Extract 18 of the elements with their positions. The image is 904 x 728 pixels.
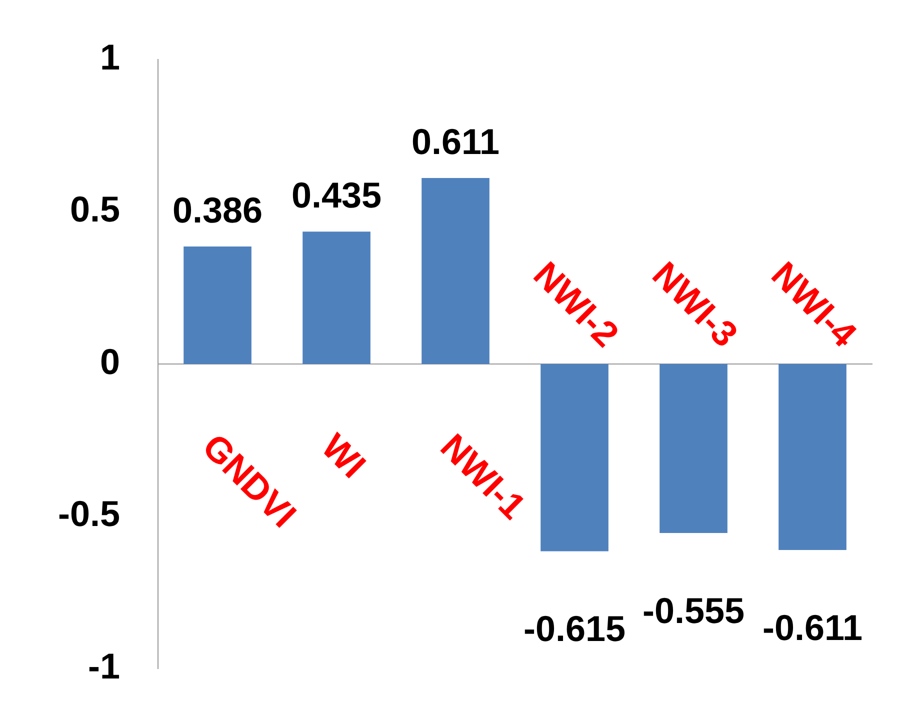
y-tick-label: 1 [100, 36, 120, 78]
bar [778, 364, 846, 550]
bar [660, 364, 728, 533]
bar [302, 232, 370, 364]
data-label: 0.386 [172, 189, 263, 230]
y-tick-label: 0 [100, 340, 120, 382]
x-tick-label: WI [314, 426, 374, 486]
y-tick-label: -1 [88, 645, 120, 686]
data-label: -0.555 [642, 590, 745, 631]
data-label: -0.615 [523, 608, 626, 650]
bar [422, 178, 490, 364]
data-label: 0.435 [291, 174, 382, 216]
data-label: -0.611 [762, 606, 863, 648]
y-tick-label: 0.5 [70, 188, 120, 230]
data-label: 0.611 [411, 120, 500, 162]
bar [184, 246, 252, 364]
y-tick-label: -0.5 [58, 493, 120, 534]
bar [540, 364, 608, 552]
